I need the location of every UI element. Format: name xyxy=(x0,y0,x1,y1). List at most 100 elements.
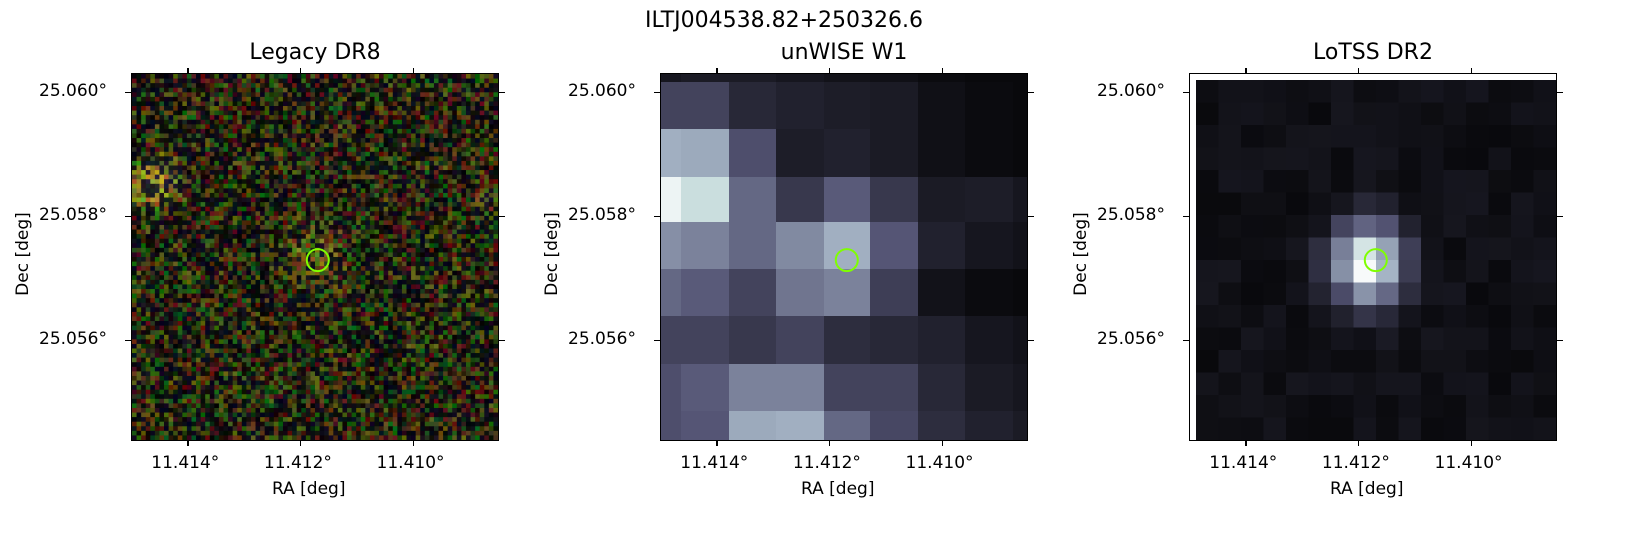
image-pixel xyxy=(1511,395,1534,418)
image-pixel xyxy=(1218,305,1242,328)
image-pixel xyxy=(1466,395,1489,418)
y-tick-mark xyxy=(499,91,505,94)
image-pixel xyxy=(1511,102,1534,126)
x-tick-mark xyxy=(1470,68,1473,74)
image-pixel xyxy=(1353,147,1377,171)
y-tick-mark xyxy=(654,339,660,342)
image-pixel xyxy=(1488,395,1512,418)
image-pixel xyxy=(1398,372,1422,396)
image-pixel xyxy=(1218,372,1242,396)
y-tick-label: 25.060° xyxy=(568,80,636,101)
image-pixel xyxy=(1331,192,1354,216)
image-pixel xyxy=(1466,170,1489,193)
image-pixel xyxy=(1353,305,1377,328)
image-pixel xyxy=(870,74,919,83)
image-pixel xyxy=(1241,237,1264,261)
x-axis-label: RA [deg] xyxy=(1330,479,1404,499)
image-pixel xyxy=(1511,192,1534,216)
y-tick-label: 25.058° xyxy=(568,204,636,225)
image-pixel xyxy=(1398,192,1422,216)
y-axis-label: Dec [deg] xyxy=(13,212,33,296)
image-pixel xyxy=(1511,80,1534,103)
image-pixel xyxy=(1533,147,1556,171)
image-pixel xyxy=(1398,327,1422,351)
source-marker-circle xyxy=(305,248,330,273)
image-pixel xyxy=(1421,102,1444,126)
image-pixel xyxy=(1308,305,1332,328)
image-pixel xyxy=(1421,327,1444,351)
image-pixel xyxy=(1308,237,1332,261)
image-pixel xyxy=(729,316,777,365)
image-pixel xyxy=(681,269,730,317)
image-pixel xyxy=(1398,215,1422,238)
image-pixel xyxy=(1511,147,1534,171)
image-pixel xyxy=(1286,102,1309,126)
image-pixel xyxy=(1331,327,1354,351)
image-pixel xyxy=(1263,282,1287,306)
image-axes xyxy=(1189,73,1557,441)
image-pixel xyxy=(661,411,682,440)
image-pixel xyxy=(1443,192,1467,216)
image-pixel xyxy=(1286,80,1309,103)
y-tick-mark xyxy=(1028,339,1034,342)
image-pixel xyxy=(1488,215,1512,238)
image-axes xyxy=(660,73,1028,441)
image-pixel xyxy=(1443,282,1467,306)
image-pixel xyxy=(1488,305,1512,328)
image-pixel xyxy=(1196,215,1219,238)
image-pixel xyxy=(1511,417,1534,440)
image-pixel xyxy=(1398,102,1422,126)
image-pixel xyxy=(661,177,682,223)
image-pixel xyxy=(1353,170,1377,193)
image-pixel xyxy=(1196,192,1219,216)
image-pixel xyxy=(776,177,825,223)
image-pixel xyxy=(1488,237,1512,261)
image-pixel xyxy=(918,177,966,223)
image-pixel xyxy=(1376,215,1399,238)
image-pixel xyxy=(1466,305,1489,328)
image-pixel xyxy=(1488,282,1512,306)
image-pixel xyxy=(1421,305,1444,328)
image-pixel xyxy=(1263,372,1287,396)
image-pixel xyxy=(1218,102,1242,126)
image-pixel xyxy=(1308,372,1332,396)
image-pixel xyxy=(1263,192,1287,216)
image-pixel xyxy=(1013,364,1027,412)
y-tick-label: 25.060° xyxy=(1097,80,1165,101)
image-pixel xyxy=(824,222,871,270)
image-pixel xyxy=(965,129,1014,178)
y-tick-label: 25.058° xyxy=(39,204,107,225)
x-tick-label: 11.410° xyxy=(905,453,974,473)
image-pixel xyxy=(918,82,966,130)
image-pixel xyxy=(1218,260,1242,283)
image-pixel xyxy=(918,364,966,412)
image-pixel xyxy=(1488,102,1512,126)
image-pixel xyxy=(1353,327,1377,351)
image-pixel xyxy=(1331,237,1354,261)
image-pixel xyxy=(1241,260,1264,283)
image-pixel xyxy=(1331,170,1354,193)
y-tick-mark xyxy=(499,215,505,218)
image-pixel xyxy=(1308,327,1332,351)
image-pixel xyxy=(1218,237,1242,261)
image-pixel xyxy=(824,316,871,365)
image-pixel xyxy=(1533,417,1556,440)
image-pixel xyxy=(824,129,871,178)
image-pixel xyxy=(1466,237,1489,261)
image-pixel xyxy=(870,177,919,223)
image-pixel xyxy=(1533,395,1556,418)
image-pixel xyxy=(1196,125,1219,148)
image-pixel xyxy=(1218,327,1242,351)
image-pixel xyxy=(661,74,682,83)
image-pixel xyxy=(1511,372,1534,396)
image-pixel xyxy=(1511,327,1534,351)
image-pixel xyxy=(1398,125,1422,148)
image-plot xyxy=(661,74,1027,440)
image-pixel xyxy=(1443,395,1467,418)
image-pixel xyxy=(1533,170,1556,193)
image-pixel xyxy=(1286,170,1309,193)
y-tick-mark xyxy=(1028,215,1034,218)
image-pixel xyxy=(1263,395,1287,418)
image-pixel xyxy=(824,74,871,83)
image-pixel xyxy=(1398,260,1422,283)
